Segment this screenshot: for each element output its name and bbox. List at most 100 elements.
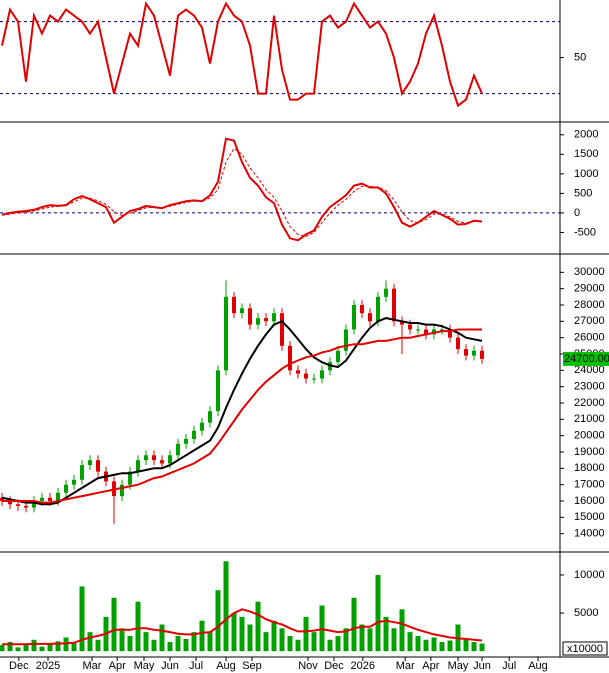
volume-bar xyxy=(175,635,181,652)
candle-body xyxy=(368,313,372,322)
line-series xyxy=(1,137,483,242)
candle-body xyxy=(56,492,60,501)
candle-body xyxy=(264,318,268,322)
x-tick-label: 2025 xyxy=(36,660,60,672)
candle-body xyxy=(216,370,220,412)
candle-body xyxy=(80,465,84,480)
volume-bar xyxy=(271,620,277,652)
y-tick-label: 17000 xyxy=(574,479,605,491)
volume-bar xyxy=(87,632,93,652)
volume-bar xyxy=(183,638,189,652)
candle-body xyxy=(120,484,124,497)
candle-body xyxy=(24,505,28,508)
volume-bar xyxy=(447,640,453,652)
volume-bar xyxy=(263,632,269,652)
volume-bar xyxy=(327,639,333,652)
candle-body xyxy=(280,313,284,346)
volume-bar xyxy=(119,628,125,652)
volume-bar xyxy=(351,597,357,652)
volume-bar xyxy=(471,642,477,652)
x-tick-label: Nov xyxy=(298,660,318,672)
candle-body xyxy=(88,460,92,466)
candle-body xyxy=(72,479,76,485)
volume-bar xyxy=(375,574,381,652)
x-tick-label: Mar xyxy=(83,660,102,672)
x-tick-label: Apr xyxy=(422,660,439,672)
x-tick-label: May xyxy=(134,660,155,672)
x-tick-label: Sep xyxy=(242,660,262,672)
candle-body xyxy=(344,329,348,351)
line-series xyxy=(2,608,483,646)
y-tick-label: 500 xyxy=(574,187,592,199)
y-tick-label: 0 xyxy=(574,207,580,219)
volume-bar xyxy=(199,620,205,652)
y-tick-label: 22000 xyxy=(574,397,605,409)
last-price-label: 24700.00 xyxy=(564,353,609,365)
candle-body xyxy=(456,337,460,350)
candle-body xyxy=(312,378,316,380)
candle-body xyxy=(336,350,340,363)
volume-bar xyxy=(479,643,485,652)
y-tick-label: 16000 xyxy=(574,495,605,507)
candle-body xyxy=(96,460,100,472)
volume-bar xyxy=(71,642,77,652)
y-tick-label: 1500 xyxy=(574,148,598,160)
volume-bar xyxy=(135,601,141,652)
volume-bar xyxy=(127,635,133,652)
y-tick-label: 23000 xyxy=(574,381,605,393)
volume-bar xyxy=(399,609,405,652)
line-series xyxy=(2,328,482,504)
candle-body xyxy=(272,313,276,322)
volume-bar xyxy=(383,616,389,652)
volume-bar xyxy=(303,616,309,652)
y-tick-label: 19000 xyxy=(574,446,605,458)
volume-bar xyxy=(311,632,317,652)
candle-body xyxy=(168,455,172,464)
x-tick-label: May xyxy=(448,660,469,672)
line-series xyxy=(1,317,483,506)
volume-bar xyxy=(239,616,245,652)
y-tick-label: 15000 xyxy=(574,511,605,523)
candle-body xyxy=(152,455,156,461)
y-tick-label: 50 xyxy=(574,52,586,64)
volume-bar xyxy=(111,597,117,652)
candle-body xyxy=(208,411,212,423)
candle-body xyxy=(424,329,428,335)
volume-bar xyxy=(191,632,197,652)
volume-bar xyxy=(39,646,45,652)
candle-body xyxy=(304,373,308,379)
candle-body xyxy=(176,443,180,456)
volume-bar xyxy=(223,561,229,652)
line-series xyxy=(1,1,483,108)
candle-body xyxy=(40,497,44,501)
volume-bar xyxy=(159,624,165,652)
volume-bar xyxy=(0,645,5,652)
y-tick-label: 2000 xyxy=(574,129,598,141)
volume-bar xyxy=(7,642,13,652)
x-tick-label: Dec xyxy=(324,660,344,672)
unit-label: x10000 xyxy=(567,643,603,655)
volume-bar xyxy=(23,644,29,652)
x-tick-label: Dec xyxy=(9,660,29,672)
candle-body xyxy=(16,504,20,506)
candle-body xyxy=(464,349,468,356)
volume-bar xyxy=(391,628,397,652)
volume-bar xyxy=(47,643,53,652)
candle-body xyxy=(184,438,188,444)
candle-body xyxy=(64,484,68,493)
volume-bar xyxy=(463,639,469,652)
y-tick-label: 21000 xyxy=(574,413,605,425)
candle-body xyxy=(440,329,444,331)
candle-body xyxy=(416,329,420,331)
y-tick-label: -500 xyxy=(574,226,596,238)
x-tick-label: 2026 xyxy=(351,660,375,672)
volume-bar xyxy=(151,639,157,652)
candle-body xyxy=(144,455,148,461)
volume-bar xyxy=(415,635,421,652)
candle-body xyxy=(256,318,260,325)
x-tick-label: Jul xyxy=(189,660,203,672)
x-tick-label: Aug xyxy=(528,660,548,672)
volume-bar xyxy=(287,635,293,652)
